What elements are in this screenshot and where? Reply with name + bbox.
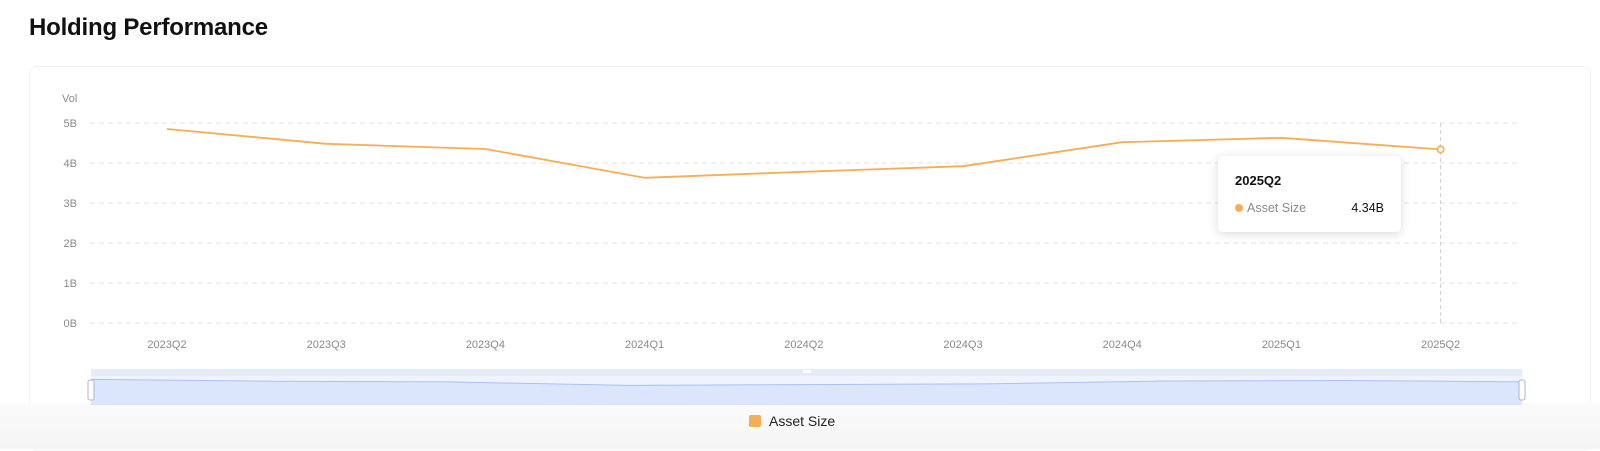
x-tick-label: 2023Q4: [466, 339, 505, 351]
slider-preview-area: [91, 379, 1522, 405]
x-tick-label: 2023Q3: [307, 339, 346, 351]
x-tick-label: 2025Q1: [1262, 339, 1301, 351]
slider-left-handle[interactable]: [87, 379, 95, 401]
x-tick-label: 2023Q2: [147, 339, 186, 351]
page-title: Holding Performance: [29, 14, 268, 41]
y-tick-label: 4B: [64, 158, 77, 170]
tooltip-series-label: Asset Size: [1247, 201, 1307, 215]
y-tick-label: 2B: [64, 238, 77, 250]
y-tick-label: 0B: [64, 318, 77, 330]
slider-preview-line: [90, 378, 1523, 386]
legend-swatch-asset-size[interactable]: [749, 415, 761, 427]
x-tick-label: 2024Q4: [1103, 339, 1142, 351]
legend-label-asset-size[interactable]: Asset Size: [769, 413, 836, 429]
x-axis-ticks: 2023Q2 2023Q3 2023Q4 2024Q1 2024Q2 2024Q3 2024…: [147, 339, 1460, 351]
series-points: [1436, 145, 1445, 154]
tooltip-series-dot: [1235, 204, 1243, 212]
tooltip-value: 4.34B: [1351, 201, 1384, 215]
y-tick-label: 1B: [64, 278, 77, 290]
chart-legend[interactable]: Asset Size: [749, 413, 835, 429]
chart-tooltip: 2025Q2 Asset Size 4.34B: [1218, 156, 1401, 232]
y-axis-label: Vol: [62, 93, 77, 105]
tooltip-title: 2025Q2: [1235, 173, 1282, 188]
x-tick-label: 2025Q2: [1421, 339, 1460, 351]
x-tick-label: 2024Q3: [943, 339, 982, 351]
slider-grip[interactable]: [803, 370, 811, 373]
y-tick-label: 3B: [64, 198, 77, 210]
zoom-slider[interactable]: [87, 369, 1526, 405]
x-tick-label: 2024Q2: [784, 339, 823, 351]
series-line-asset-size[interactable]: [166, 128, 1441, 179]
slider-right-handle[interactable]: [1518, 379, 1526, 401]
y-axis-ticks: 0B 1B 2B 3B 4B 5B: [64, 118, 77, 330]
y-tick-label: 5B: [64, 118, 77, 130]
x-tick-label: 2024Q1: [625, 339, 664, 351]
grid-lines: [90, 122, 1518, 324]
chart-footer-band: [0, 403, 1600, 449]
highlighted-data-point[interactable]: [1436, 145, 1445, 154]
